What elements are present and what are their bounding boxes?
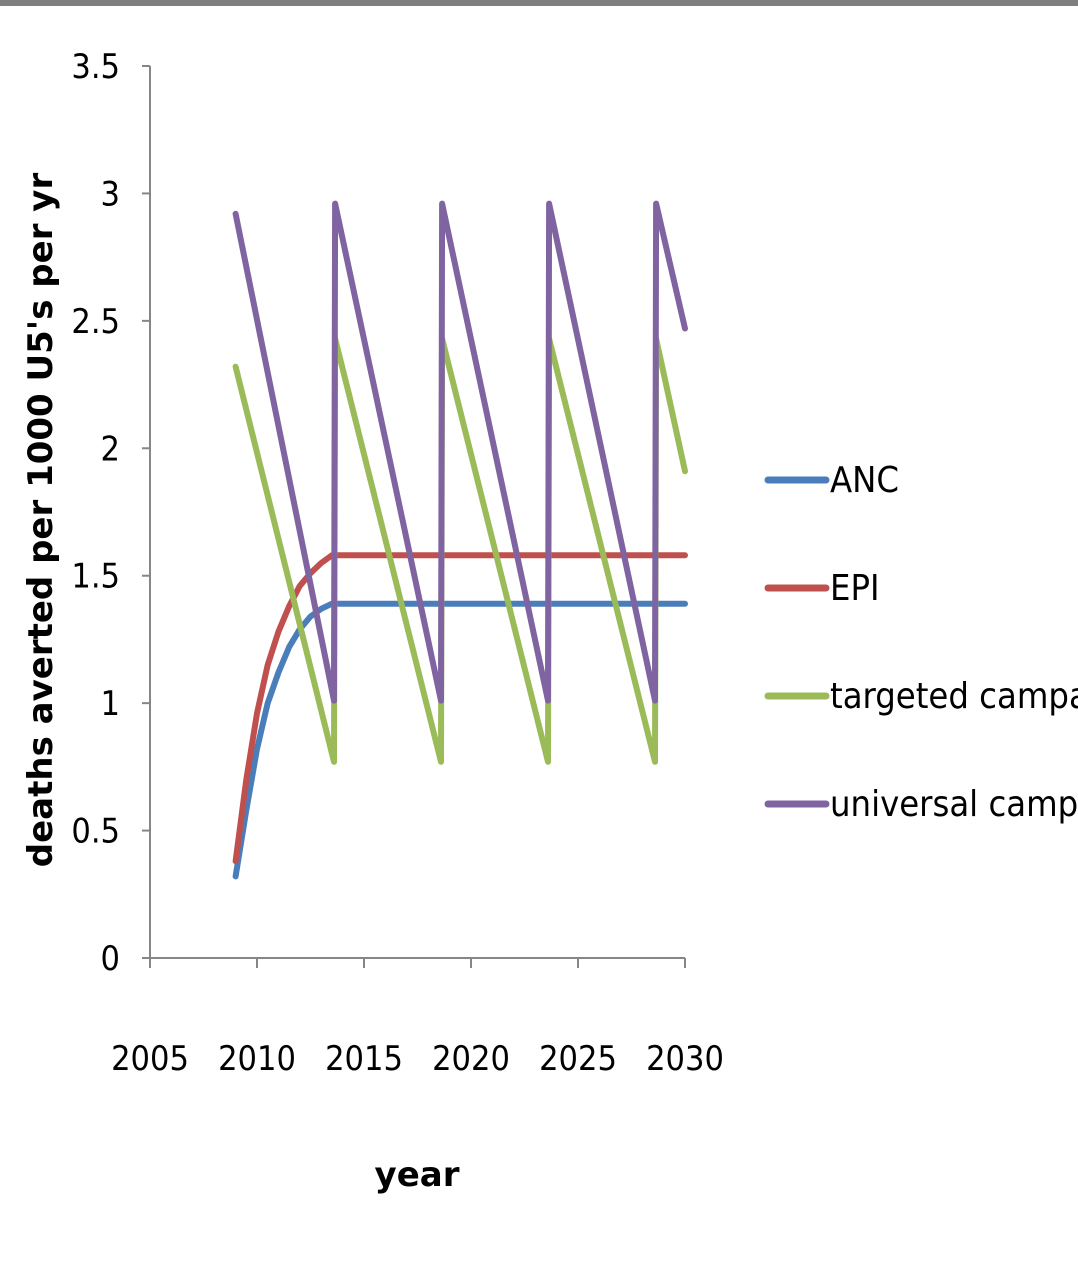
series-line-anc [232, 600, 688, 880]
x-tick-label: 2010 [218, 1039, 296, 1079]
y-tick-label: 1 [101, 684, 120, 724]
y-tick-label: 2 [101, 429, 120, 469]
window-top-border [0, 0, 1078, 6]
x-tick-label: 2020 [432, 1039, 510, 1079]
y-tick-label: 2.5 [71, 302, 120, 342]
y-tick-label: 1.5 [71, 557, 120, 597]
y-ticks: 0 0.5 1 1.5 2 2.5 3 3.5 [71, 47, 150, 979]
legend: ANC EPI targeted campaign universal campaig… [764, 460, 1078, 825]
chart-axes [149, 66, 685, 959]
series-line-epi [232, 552, 688, 865]
legend-label: universal campaign [830, 784, 1078, 825]
series-line-universal-campaign [232, 200, 688, 704]
y-axis-title: deaths averted per 1000 U5's per yr [21, 173, 61, 868]
y-tick-label: 3 [101, 174, 120, 214]
x-ticks: 2005 2010 2015 2020 2025 2030 [111, 958, 724, 1079]
x-tick-label: 2015 [325, 1039, 403, 1079]
x-tick-label: 2025 [539, 1039, 617, 1079]
legend-label: ANC [830, 460, 899, 501]
series-lines [232, 200, 688, 880]
y-tick-label: 0.5 [71, 812, 120, 852]
legend-label: targeted campaign [830, 676, 1078, 717]
x-axis-title: year [375, 1155, 460, 1195]
y-tick-label: 3.5 [71, 47, 120, 87]
legend-label: EPI [830, 568, 880, 609]
y-tick-label: 0 [101, 939, 120, 979]
x-tick-label: 2005 [111, 1039, 189, 1079]
x-tick-label: 2030 [646, 1039, 724, 1079]
